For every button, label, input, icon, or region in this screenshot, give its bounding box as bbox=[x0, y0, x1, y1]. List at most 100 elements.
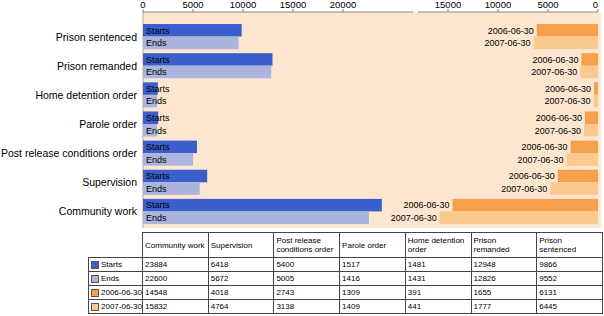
series-label: 2007-06-30 bbox=[391, 213, 437, 223]
x-tick-label: 0 bbox=[140, 0, 145, 10]
bar bbox=[581, 53, 598, 66]
x-axis-line bbox=[143, 12, 413, 13]
table-value: 4764 bbox=[208, 300, 274, 314]
category-label: Prison sentenced bbox=[56, 31, 137, 43]
header-cell: Community work bbox=[143, 233, 209, 258]
data-row: Ends226005672500514161431128269552 bbox=[89, 272, 603, 286]
legend-cell: 2006-06-30 bbox=[89, 286, 143, 300]
legend-label: Ends bbox=[101, 274, 119, 283]
header-cell: Post release conditions order bbox=[274, 233, 340, 258]
table-value: 5672 bbox=[208, 272, 274, 286]
bar bbox=[453, 199, 598, 212]
series-label: 2006-06-30 bbox=[488, 26, 534, 36]
category-label: Home detention order bbox=[35, 89, 137, 101]
series-label: 2006-06-30 bbox=[545, 84, 591, 94]
x-tick-label: 10000 bbox=[230, 0, 256, 10]
table-value: 1655 bbox=[471, 286, 537, 300]
header-cell: Supervision bbox=[208, 233, 274, 258]
data-row: 2007-06-301583247643138140944117776445 bbox=[89, 300, 603, 314]
table-value: 6445 bbox=[537, 300, 603, 314]
x-tick-label: 20000 bbox=[330, 0, 356, 10]
bar bbox=[585, 111, 598, 124]
series-label: 2007-06-30 bbox=[535, 126, 581, 136]
legend-label: Starts bbox=[101, 260, 122, 269]
header-row: Community workSupervisionPost release co… bbox=[89, 233, 603, 258]
bar bbox=[143, 211, 369, 224]
series-label: 2006-06-30 bbox=[509, 171, 555, 181]
bar bbox=[143, 182, 200, 195]
x-tick-label: 15000 bbox=[280, 0, 306, 10]
bar bbox=[550, 182, 598, 195]
series-label: Ends bbox=[146, 96, 167, 106]
table-value: 6131 bbox=[537, 286, 603, 300]
corner-cell bbox=[89, 233, 143, 258]
series-label: 2007-06-30 bbox=[485, 38, 531, 48]
data-row: Starts 238846418540015171481129489866 bbox=[89, 258, 603, 272]
series-label: Starts bbox=[146, 142, 170, 152]
table-value: 1309 bbox=[340, 286, 406, 300]
x-tick-label: 15000 bbox=[435, 0, 461, 10]
bar bbox=[143, 199, 382, 212]
series-label: Ends bbox=[146, 126, 167, 136]
data-row: 2006-06-301454840182743130939116556131 bbox=[89, 286, 603, 300]
table-value: 1409 bbox=[340, 300, 406, 314]
series-label: Starts bbox=[146, 55, 170, 65]
category-label: Parole order bbox=[79, 118, 137, 130]
x-tick-label: 5000 bbox=[182, 0, 203, 10]
plot-background bbox=[143, 12, 601, 228]
table-value: 15832 bbox=[143, 300, 209, 314]
table-value: 22600 bbox=[143, 272, 209, 286]
series-label: 2007-06-30 bbox=[545, 96, 591, 106]
legend-label: 2006-06-30 bbox=[101, 288, 142, 297]
bar bbox=[143, 153, 193, 166]
series-label: Ends bbox=[146, 213, 167, 223]
data-table: Community workSupervisionPost release co… bbox=[88, 232, 603, 314]
category-label: Community work bbox=[59, 205, 138, 217]
series-label: 2006-06-30 bbox=[532, 55, 578, 65]
series-label: 2006-06-30 bbox=[403, 200, 449, 210]
category-label: Supervision bbox=[82, 176, 137, 188]
table-value: 12826 bbox=[471, 272, 537, 286]
x-tick-label: 10000 bbox=[485, 0, 511, 10]
table-value: 1481 bbox=[405, 258, 471, 272]
legend-cell: Ends bbox=[89, 272, 143, 286]
legend-cell: 2007-06-30 bbox=[89, 300, 143, 314]
table-value: 23884 bbox=[143, 258, 209, 272]
table-value: 5400 bbox=[274, 258, 340, 272]
bar bbox=[580, 66, 598, 79]
data-table-wrap: Community workSupervisionPost release co… bbox=[88, 232, 603, 314]
series-label: Ends bbox=[146, 155, 167, 165]
bar bbox=[534, 37, 598, 50]
header-cell: Parole order bbox=[340, 233, 406, 258]
legend-cell: Starts bbox=[89, 258, 143, 272]
table-value: 12948 bbox=[471, 258, 537, 272]
series-label: Starts bbox=[146, 171, 170, 181]
header-cell: Home detention order bbox=[405, 233, 471, 258]
table-value: 9866 bbox=[537, 258, 603, 272]
bar bbox=[143, 53, 272, 66]
legend-swatch bbox=[91, 275, 99, 283]
table-value: 2743 bbox=[274, 286, 340, 300]
series-label: Ends bbox=[146, 67, 167, 77]
header-cell: Prison remanded bbox=[471, 233, 537, 258]
series-label: 2007-06-30 bbox=[531, 67, 577, 77]
bar bbox=[143, 66, 271, 79]
bar bbox=[571, 141, 598, 154]
series-label: 2007-06-30 bbox=[518, 155, 564, 165]
bar bbox=[594, 82, 598, 95]
category-label: Prison remanded bbox=[57, 60, 137, 72]
bar bbox=[143, 141, 197, 154]
table-value: 1777 bbox=[471, 300, 537, 314]
table-value: 1431 bbox=[405, 272, 471, 286]
legend-swatch bbox=[91, 261, 99, 269]
table-value: 1416 bbox=[340, 272, 406, 286]
series-label: Starts bbox=[146, 84, 170, 94]
x-axis-line bbox=[418, 12, 598, 13]
table-value: 6418 bbox=[208, 258, 274, 272]
bar bbox=[440, 211, 598, 224]
series-label: Starts bbox=[146, 200, 170, 210]
bars bbox=[143, 24, 382, 224]
table-value: 1517 bbox=[340, 258, 406, 272]
series-label: Ends bbox=[146, 38, 167, 48]
col bbox=[89, 233, 143, 314]
